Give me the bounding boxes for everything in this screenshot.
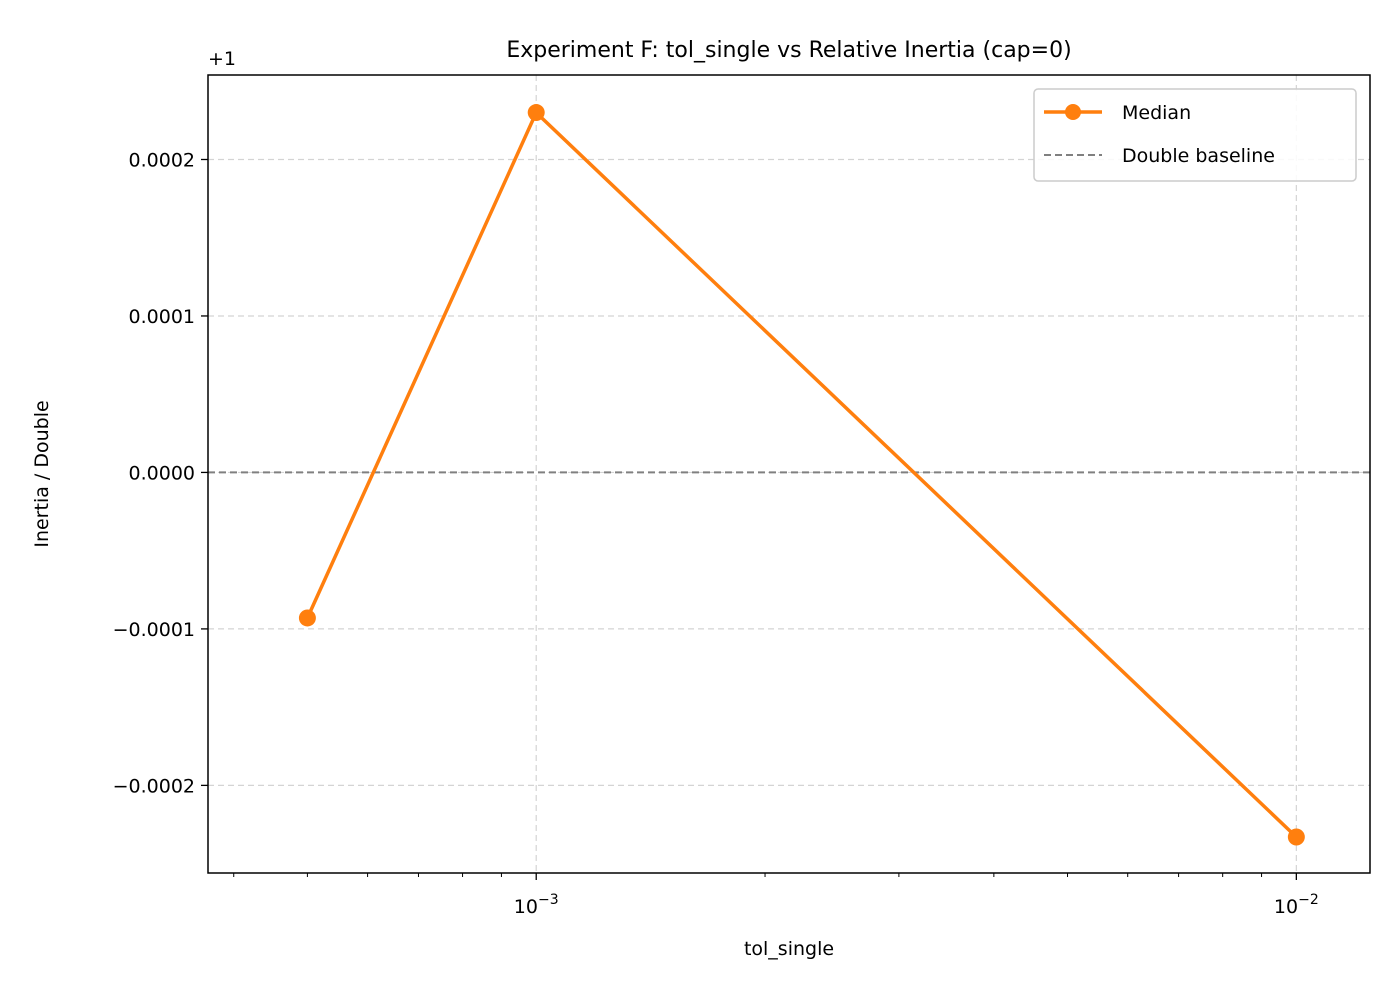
legend-median-label: Median [1122, 102, 1191, 124]
legend-baseline-label: Double baseline [1122, 145, 1275, 167]
data-point [1287, 828, 1305, 846]
data-point [527, 104, 545, 122]
grid-layer [208, 75, 1370, 873]
series-median-line [305, 110, 1298, 839]
y-tick-label: 0.0002 [129, 149, 195, 171]
y-tick-label: −0.0002 [113, 775, 195, 797]
legend: Median Double baseline [1033, 88, 1357, 182]
y-tick-label: 0.0000 [129, 462, 195, 484]
legend-median-marker [1065, 104, 1081, 120]
y-tick-label: 0.0001 [129, 306, 195, 328]
y-offset-label: +1 [208, 48, 236, 70]
plot-frame [207, 74, 1371, 874]
x-tick-label: 10−3 [514, 892, 559, 918]
y-axis-ticks: −0.0002 −0.0001 0.0000 0.0001 0.0002 [113, 149, 208, 797]
data-point [298, 609, 316, 627]
legend-box [1033, 88, 1357, 182]
x-axis-ticks: 10−3 10−2 [514, 873, 1319, 918]
x-axis-label: tol_single [744, 938, 834, 960]
x-tick-label: 10−2 [1274, 892, 1319, 918]
y-axis-label: Inertia / Double [31, 400, 53, 547]
chart-title: Experiment F: tol_single vs Relative Ine… [506, 38, 1071, 63]
series-layer [298, 104, 1305, 846]
y-tick-label: −0.0001 [113, 619, 195, 641]
